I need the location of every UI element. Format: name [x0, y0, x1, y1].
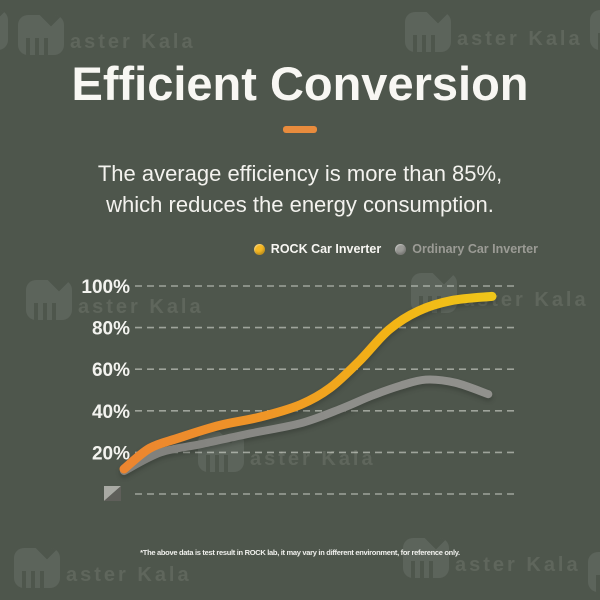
- y-tick-label: 80%: [92, 319, 130, 340]
- legend-swatch-ordinary: [395, 243, 407, 255]
- y-tick-label: 100%: [81, 277, 130, 298]
- footnote: *The above data is test result in ROCK l…: [140, 548, 460, 557]
- y-tick-label: 20%: [92, 443, 130, 464]
- y-tick-label: 40%: [92, 402, 130, 423]
- page-title: Efficient Conversion: [71, 57, 529, 110]
- origin-marker: [104, 486, 121, 501]
- curve-rock: [119, 291, 497, 474]
- subtitle: The average efficiency is more than 85%,…: [0, 158, 600, 220]
- legend-item-rock: ROCK Car Inverter: [253, 242, 382, 256]
- chart-legend: ROCK Car Inverter Ordinary Car Inverter: [253, 242, 538, 256]
- watermark-logo-partial: [590, 10, 600, 50]
- y-tick-label: 60%: [92, 360, 130, 381]
- subtitle-line-2: which reduces the energy consumption.: [106, 192, 494, 217]
- curve-ordinary: [120, 375, 493, 476]
- legend-swatch-rock: [253, 243, 265, 255]
- curves: [119, 291, 497, 476]
- title-accent-dash: [283, 126, 317, 133]
- subtitle-line-1: The average efficiency is more than 85%,: [97, 161, 503, 186]
- legend-label-ordinary: Ordinary Car Inverter: [412, 242, 538, 256]
- legend-label-rock: ROCK Car Inverter: [270, 242, 382, 256]
- legend-item-ordinary: Ordinary Car Inverter: [395, 242, 538, 256]
- gridlines: 100% 80% 60% 40% 20%: [81, 277, 518, 495]
- watermark-logo-partial: [0, 10, 8, 50]
- watermark-logo-partial: [588, 552, 600, 592]
